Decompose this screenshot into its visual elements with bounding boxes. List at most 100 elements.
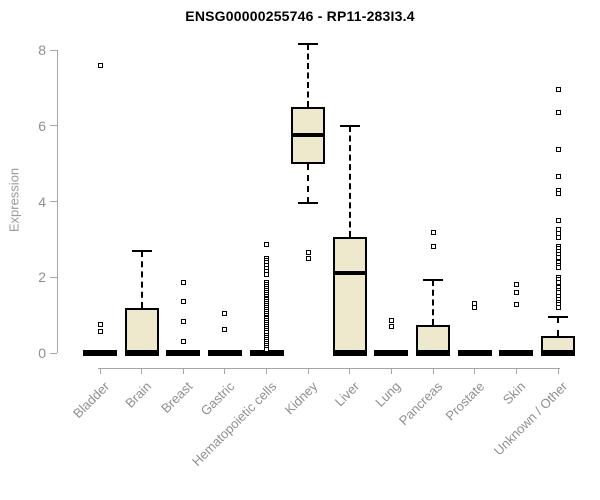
outlier-point — [555, 147, 561, 153]
whisker-cap-upper — [423, 278, 444, 281]
box-collapsed — [249, 350, 284, 356]
outlier-point — [180, 298, 186, 304]
y-tick — [50, 201, 57, 202]
box-collapsed — [457, 350, 492, 356]
zero-bar — [541, 350, 576, 356]
x-tick — [224, 368, 226, 374]
x-tick — [349, 368, 351, 374]
outlier-point — [555, 289, 561, 295]
x-tick — [515, 368, 517, 374]
box — [416, 324, 451, 353]
whisker-upper — [557, 317, 560, 336]
x-tick-label: Prostate — [442, 378, 488, 424]
outlier-point — [180, 318, 186, 324]
outlier-point — [222, 310, 228, 316]
whisker-upper — [140, 250, 143, 308]
x-tick — [474, 368, 476, 374]
outlier-point — [264, 271, 270, 277]
outlier-point — [513, 302, 519, 308]
box-collapsed — [499, 350, 534, 356]
outlier-point — [305, 255, 311, 261]
whisker-cap-upper — [548, 316, 569, 319]
x-tick-label: Liver — [331, 378, 363, 410]
x-tick — [99, 368, 101, 374]
y-tick-label: 0 — [38, 345, 46, 361]
x-tick — [182, 368, 184, 374]
box-collapsed — [207, 350, 242, 356]
outlier-point — [222, 326, 228, 332]
outlier-point — [97, 328, 103, 334]
x-tick — [307, 368, 309, 374]
outlier-point — [555, 218, 561, 224]
outlier-point — [513, 281, 519, 287]
zero-bar — [332, 350, 367, 356]
y-tick-label: 2 — [38, 269, 46, 286]
y-tick-label: 4 — [38, 193, 46, 210]
whisker-cap-lower — [298, 202, 319, 205]
whisker-cap-upper — [339, 124, 360, 127]
zero-bar — [416, 350, 451, 356]
x-tick-label: Bladder — [70, 378, 113, 421]
x-tick — [141, 368, 143, 374]
box-collapsed — [374, 350, 409, 356]
whisker-cap-upper — [131, 249, 152, 252]
x-axis-line — [98, 368, 561, 369]
box-collapsed — [83, 350, 117, 356]
median-line — [291, 133, 326, 138]
median-line — [332, 271, 367, 276]
x-tick-label: Kidney — [281, 378, 321, 418]
x-tick-label: Pancreas — [395, 378, 446, 429]
outlier-point — [305, 250, 311, 256]
x-tick-label: Skin — [500, 378, 529, 408]
zero-bar — [124, 350, 159, 356]
y-axis-label: Expression — [6, 167, 22, 233]
outlier-point — [555, 109, 561, 115]
outlier-point — [472, 305, 478, 311]
whisker-cap-upper — [298, 43, 319, 46]
outlier-point — [264, 346, 270, 352]
y-tick — [50, 352, 57, 354]
box — [124, 307, 159, 353]
x-tick — [390, 368, 392, 374]
x-tick-label: Gastric — [197, 378, 238, 419]
box-collapsed — [166, 350, 201, 356]
x-tick — [432, 368, 434, 374]
outlier-point — [555, 235, 561, 241]
x-tick-label: Unknown / Other — [490, 378, 571, 459]
y-axis-line — [57, 50, 58, 353]
y-tick-label: 8 — [38, 42, 46, 58]
whisker-upper — [432, 279, 435, 325]
outlier-point — [555, 254, 561, 260]
outlier-point — [180, 339, 186, 345]
y-tick — [50, 276, 57, 278]
outlier-point — [430, 243, 436, 249]
box — [332, 237, 367, 353]
whisker-upper — [307, 44, 310, 107]
x-tick-label: Lung — [372, 378, 404, 410]
outlier-point — [180, 280, 186, 286]
outlier-point — [555, 174, 561, 180]
x-tick — [266, 368, 268, 374]
whisker-upper — [348, 125, 351, 238]
x-tick — [557, 368, 559, 374]
y-tick — [50, 49, 57, 51]
outlier-point — [430, 230, 436, 236]
outlier-point — [97, 322, 103, 328]
x-tick-label: Breast — [158, 378, 196, 416]
whisker-lower — [307, 163, 310, 204]
outlier-point — [264, 241, 270, 247]
outlier-point — [513, 289, 519, 295]
y-tick — [50, 125, 57, 127]
x-tick-label: Brain — [121, 378, 154, 411]
y-tick-label: 6 — [38, 117, 46, 134]
chart-title: ENSG00000255746 - RP11-283I3.4 — [185, 8, 415, 24]
outlier-point — [555, 279, 561, 285]
outlier-point — [388, 318, 394, 324]
outlier-point — [555, 191, 561, 197]
outlier-point — [555, 87, 561, 93]
outlier-point — [97, 62, 103, 68]
outlier-point — [388, 323, 394, 329]
outlier-point — [555, 305, 561, 311]
outlier-point — [555, 265, 561, 271]
